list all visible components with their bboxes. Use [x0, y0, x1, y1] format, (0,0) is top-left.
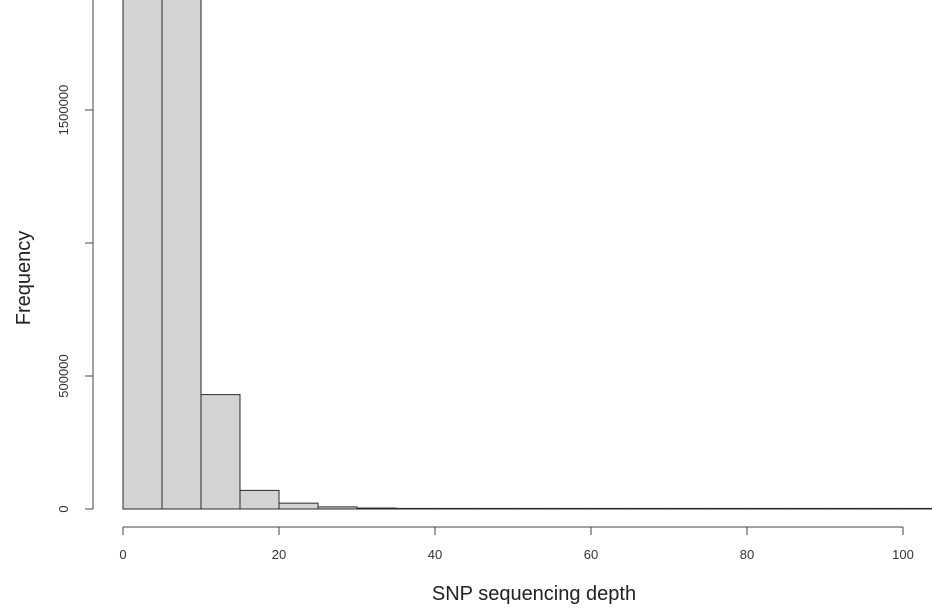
x-tick-label-0: 0: [119, 547, 126, 562]
histogram-bar-14: [668, 507, 709, 510]
histogram-bar-3: [239, 489, 280, 510]
histogram-bar-2: [200, 394, 241, 510]
histogram-bar-12: [590, 507, 631, 510]
x-axis-title: SNP sequencing depth: [432, 583, 636, 605]
histogram-bar-7: [395, 507, 436, 510]
histogram-bar-19: [863, 507, 904, 510]
y-tick-label-1: 500000: [56, 354, 71, 397]
histogram-bars: [122, 0, 932, 510]
histogram-bar-0: [122, 0, 163, 510]
histogram-bar-5: [317, 506, 358, 510]
x-tick-label-4: 80: [740, 547, 754, 562]
histogram-bar-15: [707, 507, 748, 510]
histogram-bar-20: [902, 507, 932, 510]
histogram-bar-16: [746, 507, 787, 510]
histogram-bar-13: [629, 507, 670, 510]
histogram-bar-1: [161, 0, 202, 510]
x-axis: 0 20 40 60 80 100: [119, 526, 914, 562]
histogram-bar-4: [278, 502, 319, 510]
y-axis: 0500000150000025000003500000: [56, 0, 94, 513]
histogram-bar-17: [785, 507, 826, 510]
x-tick-label-1: 20: [272, 547, 286, 562]
histogram-bar-18: [824, 507, 865, 510]
y-tick-label-0: 0: [56, 505, 71, 512]
x-tick-label-5: 100: [892, 547, 914, 562]
y-tick-label-3: 1500000: [56, 85, 71, 136]
y-axis-title: Frequency: [13, 231, 35, 326]
histogram-bar-10: [512, 507, 553, 510]
x-tick-label-3: 60: [584, 547, 598, 562]
x-tick-label-2: 40: [428, 547, 442, 562]
histogram-bar-6: [356, 507, 397, 510]
histogram-bar-11: [551, 507, 592, 510]
histogram-bar-9: [473, 507, 514, 510]
histogram-bar-8: [434, 507, 475, 510]
